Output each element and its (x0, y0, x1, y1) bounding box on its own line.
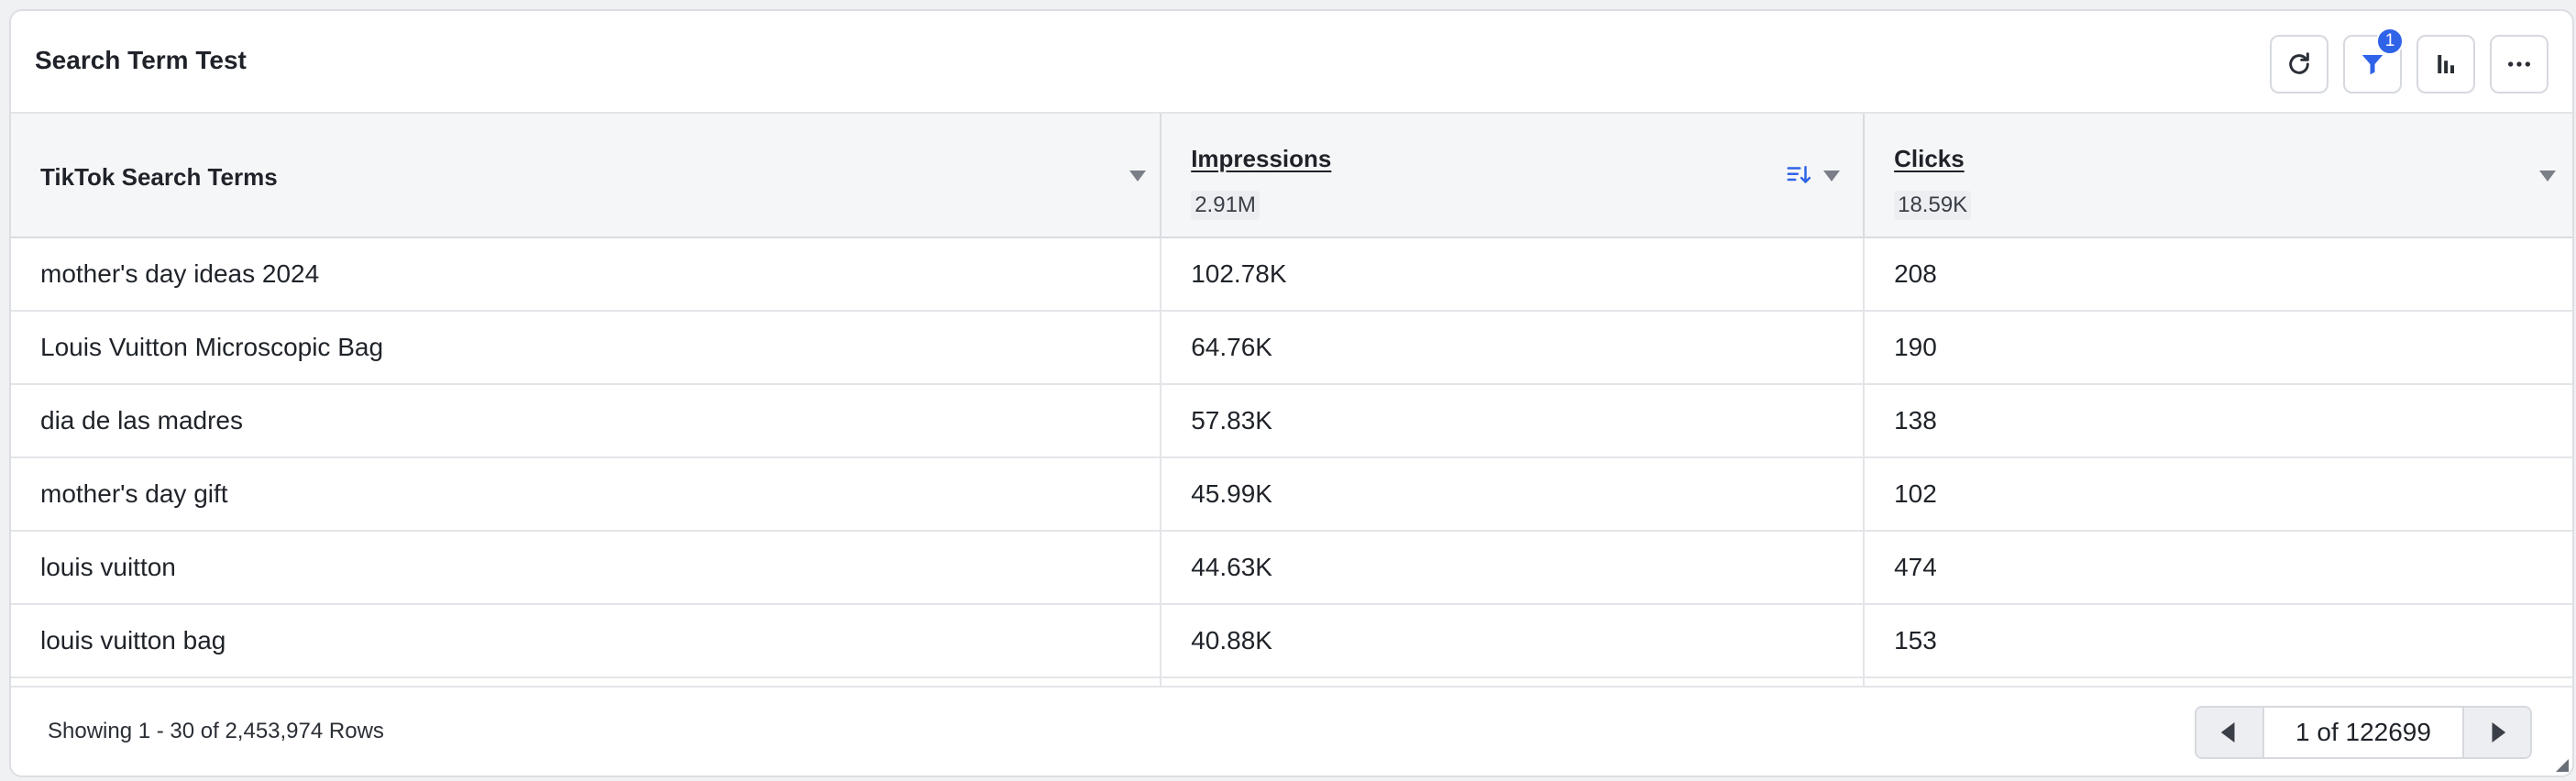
filter-count-badge: 1 (2376, 28, 2404, 55)
cell-impressions: 40.88K (1161, 605, 1866, 676)
column-header-search-terms[interactable]: TikTok Search Terms (11, 114, 1162, 236)
caret-right-icon (2492, 722, 2506, 742)
column-total: 2.91M (1191, 191, 1260, 220)
caret-left-icon (2220, 722, 2235, 742)
refresh-button[interactable] (2270, 35, 2328, 94)
rows-count-text: Showing 1 - 30 of 2,453,974 Rows (48, 719, 384, 743)
table-row[interactable]: mother's day gift 45.99K 102 (11, 458, 2572, 532)
cell-impressions: 45.99K (1161, 458, 1866, 530)
table-row[interactable]: Louis Vuitton Microscopic Bag 64.76K 190 (11, 312, 2572, 385)
cell-clicks: 102 (1894, 479, 1937, 508)
cell-impressions: 44.63K (1161, 532, 1866, 603)
previous-page-button[interactable] (2196, 708, 2264, 757)
refresh-icon (2289, 52, 2309, 74)
table-row[interactable]: dia de las madres 57.83K 138 (11, 385, 2572, 458)
table-row[interactable]: louis vuitton 44.63K 474 (11, 532, 2572, 605)
bar-chart-icon (2438, 55, 2454, 73)
cell-impressions: 64.76K (1161, 312, 1866, 383)
table-body: mother's day ideas 2024 102.78K 208 Loui… (11, 238, 2572, 689)
column-label[interactable]: Impressions (1191, 145, 1332, 172)
cell-term: dia de las madres (11, 385, 1162, 456)
filter-button[interactable]: 1 (2343, 28, 2404, 94)
filter-icon (2361, 55, 2383, 75)
column-menu-caret-icon[interactable] (2539, 170, 2557, 182)
widget-title: Search Term Test (35, 46, 247, 74)
resize-handle-icon[interactable] (2556, 759, 2569, 772)
cell-term: mother's day gift (11, 458, 1162, 530)
cell-term (11, 678, 1162, 688)
cell-clicks: 138 (1894, 406, 1937, 434)
sort-descending-icon[interactable] (1785, 161, 1812, 189)
more-options-button[interactable] (2490, 35, 2548, 94)
data-table: TikTok Search Terms Impressions 2.91M Cl… (11, 114, 2572, 689)
table-row[interactable]: louis vuitton bag 40.88K 153 (11, 605, 2572, 678)
next-page-button[interactable] (2462, 708, 2530, 757)
cell-clicks: 474 (1894, 553, 1937, 581)
table-widget: Search Term Test 1 (9, 9, 2574, 777)
cell-term: louis vuitton bag (11, 605, 1162, 676)
cell-clicks: 208 (1894, 259, 1937, 288)
cell-impressions (1161, 678, 1866, 688)
cell-term: louis vuitton (11, 532, 1162, 603)
column-menu-caret-icon[interactable] (1823, 170, 1841, 182)
cell-clicks: 190 (1894, 333, 1937, 361)
page-indicator: 1 of 122699 (2264, 708, 2462, 757)
column-total: 18.59K (1894, 191, 1972, 220)
widget-header: Search Term Test 1 (11, 11, 2572, 114)
column-label: TikTok Search Terms (40, 163, 278, 191)
table-footer: Showing 1 - 30 of 2,453,974 Rows 1 of 12… (11, 686, 2572, 776)
cell-impressions: 102.78K (1161, 238, 1866, 310)
column-label[interactable]: Clicks (1894, 145, 1965, 172)
chart-view-button[interactable] (2416, 35, 2475, 94)
pagination: 1 of 122699 (2195, 706, 2532, 759)
cell-term: Louis Vuitton Microscopic Bag (11, 312, 1162, 383)
column-header-clicks[interactable]: Clicks 18.59K (1865, 114, 2572, 236)
table-row[interactable]: mother's day ideas 2024 102.78K 208 (11, 238, 2572, 312)
cell-clicks: 153 (1894, 626, 1937, 654)
table-header: TikTok Search Terms Impressions 2.91M Cl… (11, 114, 2572, 238)
widget-toolbar: 1 (2270, 28, 2548, 94)
cell-impressions: 57.83K (1161, 385, 1866, 456)
column-header-impressions[interactable]: Impressions 2.91M (1161, 114, 1866, 236)
cell-term: mother's day ideas 2024 (11, 238, 1162, 310)
column-menu-caret-icon[interactable] (1129, 170, 1146, 182)
more-horizontal-icon (2508, 61, 2530, 67)
